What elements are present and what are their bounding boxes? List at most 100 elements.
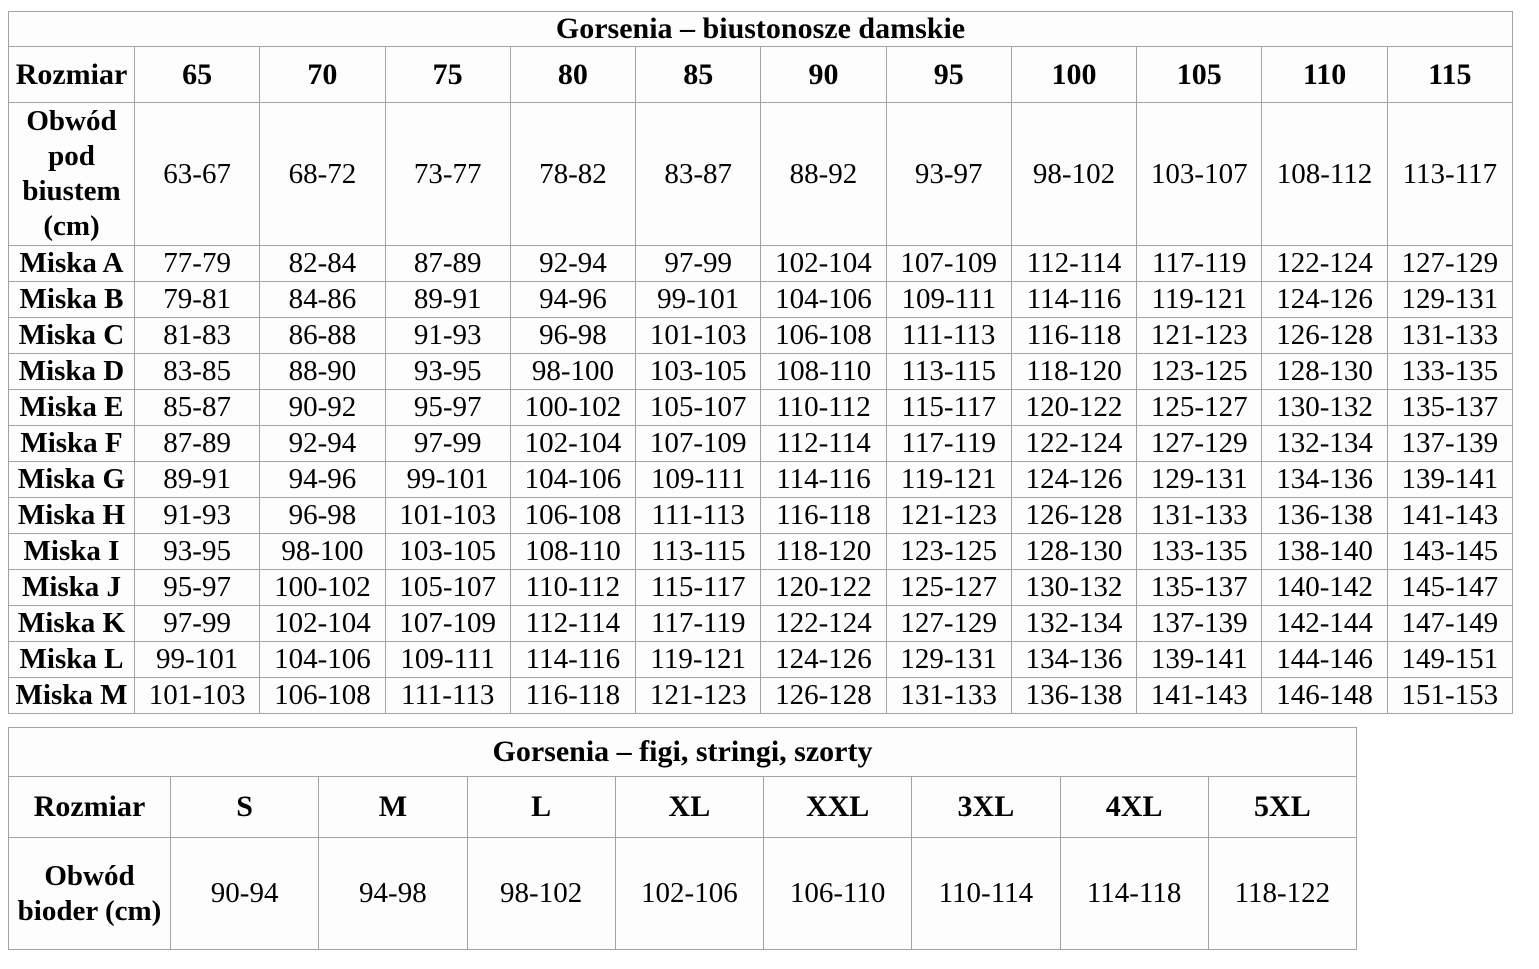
- size-range-cell: 140-142: [1261, 569, 1388, 606]
- size-range-cell: 114-116: [760, 461, 887, 498]
- size-range-cell: 100-102: [259, 569, 386, 606]
- size-range-cell: 116-118: [760, 497, 887, 534]
- size-range-cell: 124-126: [1261, 281, 1388, 318]
- size-range-cell: 95-97: [133, 569, 261, 606]
- size-range-cell: 142-144: [1261, 605, 1388, 642]
- size-column-header: 70: [259, 46, 386, 103]
- row-label: Miska I: [8, 533, 135, 570]
- size-range-cell: 112-114: [1010, 245, 1138, 282]
- size-range-cell: 125-127: [885, 569, 1012, 606]
- size-range-cell: 106-108: [760, 317, 887, 354]
- size-range-cell: 96-98: [509, 317, 637, 354]
- table-row: Miska D 83-85 88-90 93-95 98-100 103-105 108-1…: [8, 353, 1514, 390]
- size-range-cell: 112-114: [760, 425, 887, 462]
- size-range-cell: 103-107: [1136, 102, 1263, 246]
- size-range-cell: 124-126: [1010, 461, 1138, 498]
- size-range-cell: 133-135: [1136, 533, 1263, 570]
- size-range-cell: 119-121: [635, 641, 762, 678]
- size-range-cell: 115-117: [635, 569, 762, 606]
- size-range-cell: 146-148: [1261, 677, 1388, 714]
- size-range-cell: 98-102: [1010, 102, 1138, 246]
- size-range-cell: 114-118: [1059, 837, 1209, 950]
- size-range-cell: 101-103: [635, 317, 762, 354]
- row-label: Obwód pod biustem (cm): [8, 102, 135, 246]
- size-range-cell: 105-107: [635, 389, 762, 426]
- size-range-cell: 126-128: [760, 677, 887, 714]
- size-range-cell: 151-153: [1386, 677, 1514, 714]
- size-range-cell: 149-151: [1386, 641, 1514, 678]
- size-column-header: 90: [760, 46, 887, 103]
- row-label: Miska C: [8, 317, 135, 354]
- panties-size-table: Gorsenia – figi, stringi, szorty Rozmiar S…: [8, 727, 1358, 950]
- size-range-cell: 87-89: [133, 425, 261, 462]
- size-range-cell: 129-131: [885, 641, 1012, 678]
- size-column-header: 75: [384, 46, 511, 103]
- size-range-cell: 104-106: [259, 641, 386, 678]
- size-range-cell: 111-113: [384, 677, 511, 714]
- size-range-cell: 82-84: [259, 245, 386, 282]
- size-range-cell: 137-139: [1136, 605, 1263, 642]
- size-range-cell: 106-110: [762, 837, 913, 950]
- size-range-cell: 102-106: [614, 837, 765, 950]
- size-range-cell: 119-121: [885, 461, 1012, 498]
- table-row: Miska I 93-95 98-100 103-105 108-110 113-115 1…: [8, 533, 1514, 570]
- rozmiar-header: Rozmiar: [8, 46, 135, 103]
- size-column-header: 4XL: [1059, 776, 1209, 838]
- size-range-cell: 103-105: [635, 353, 762, 390]
- size-range-cell: 79-81: [133, 281, 261, 318]
- bra-size-table: Gorsenia – biustonosze damskie Rozmiar 65 7…: [8, 11, 1514, 714]
- size-range-cell: 131-133: [1136, 497, 1263, 534]
- size-column-header: S: [169, 776, 320, 838]
- size-range-cell: 89-91: [133, 461, 261, 498]
- size-range-cell: 109-111: [885, 281, 1012, 318]
- table-row: Miska J 95-97 100-102 105-107 110-112 115-117…: [8, 569, 1514, 606]
- table-row: Miska M 101-103 106-108 111-113 116-118 121-1…: [8, 677, 1514, 714]
- table-row: Obwód bioder (cm) 90-94 94-98 98-102 102-106…: [8, 837, 1358, 950]
- size-range-cell: 91-93: [384, 317, 511, 354]
- size-range-cell: 135-137: [1136, 569, 1263, 606]
- table-row: Miska K 97-99 102-104 107-109 112-114 117-119…: [8, 605, 1514, 642]
- size-range-cell: 95-97: [384, 389, 511, 426]
- size-range-cell: 96-98: [259, 497, 386, 534]
- table-row: Miska E 85-87 90-92 95-97 100-102 105-107 110-…: [8, 389, 1514, 426]
- size-range-cell: 113-115: [885, 353, 1012, 390]
- size-range-cell: 117-119: [635, 605, 762, 642]
- size-range-cell: 123-125: [1136, 353, 1263, 390]
- size-range-cell: 73-77: [384, 102, 511, 246]
- size-range-cell: 137-139: [1386, 425, 1514, 462]
- size-range-cell: 117-119: [885, 425, 1012, 462]
- size-range-cell: 101-103: [133, 677, 261, 714]
- size-charts: Gorsenia – biustonosze damskie Rozmiar 65 7…: [8, 11, 1531, 950]
- size-range-cell: 94-96: [259, 461, 386, 498]
- size-column-header: 5XL: [1207, 776, 1358, 838]
- size-range-cell: 81-83: [133, 317, 261, 354]
- size-range-cell: 97-99: [635, 245, 762, 282]
- row-label: Miska A: [8, 245, 135, 282]
- size-range-cell: 118-122: [1207, 837, 1358, 950]
- size-range-cell: 125-127: [1136, 389, 1263, 426]
- size-range-cell: 143-145: [1386, 533, 1514, 570]
- size-range-cell: 121-123: [1136, 317, 1263, 354]
- row-label: Miska L: [8, 641, 135, 678]
- table-title: Gorsenia – biustonosze damskie: [8, 11, 1513, 47]
- size-range-cell: 131-133: [885, 677, 1012, 714]
- size-range-cell: 106-108: [509, 497, 637, 534]
- size-range-cell: 121-123: [635, 677, 762, 714]
- size-range-cell: 87-89: [384, 245, 511, 282]
- row-label: Miska M: [8, 677, 135, 714]
- size-range-cell: 109-111: [635, 461, 762, 498]
- size-range-cell: 114-116: [1010, 281, 1138, 318]
- size-range-cell: 129-131: [1386, 281, 1514, 318]
- size-range-cell: 108-110: [509, 533, 637, 570]
- size-range-cell: 122-124: [1010, 425, 1138, 462]
- size-range-cell: 104-106: [509, 461, 637, 498]
- size-range-cell: 110-112: [509, 569, 637, 606]
- size-range-cell: 112-114: [509, 605, 637, 642]
- table-title-row: Gorsenia – figi, stringi, szorty: [8, 727, 1357, 777]
- row-label: Miska J: [8, 569, 135, 606]
- size-range-cell: 141-143: [1386, 497, 1514, 534]
- table-row: Miska C 81-83 86-88 91-93 96-98 101-103 106-10…: [8, 317, 1514, 354]
- size-range-cell: 93-95: [133, 533, 261, 570]
- rozmiar-header: Rozmiar: [8, 776, 171, 838]
- row-label: Miska K: [8, 605, 135, 642]
